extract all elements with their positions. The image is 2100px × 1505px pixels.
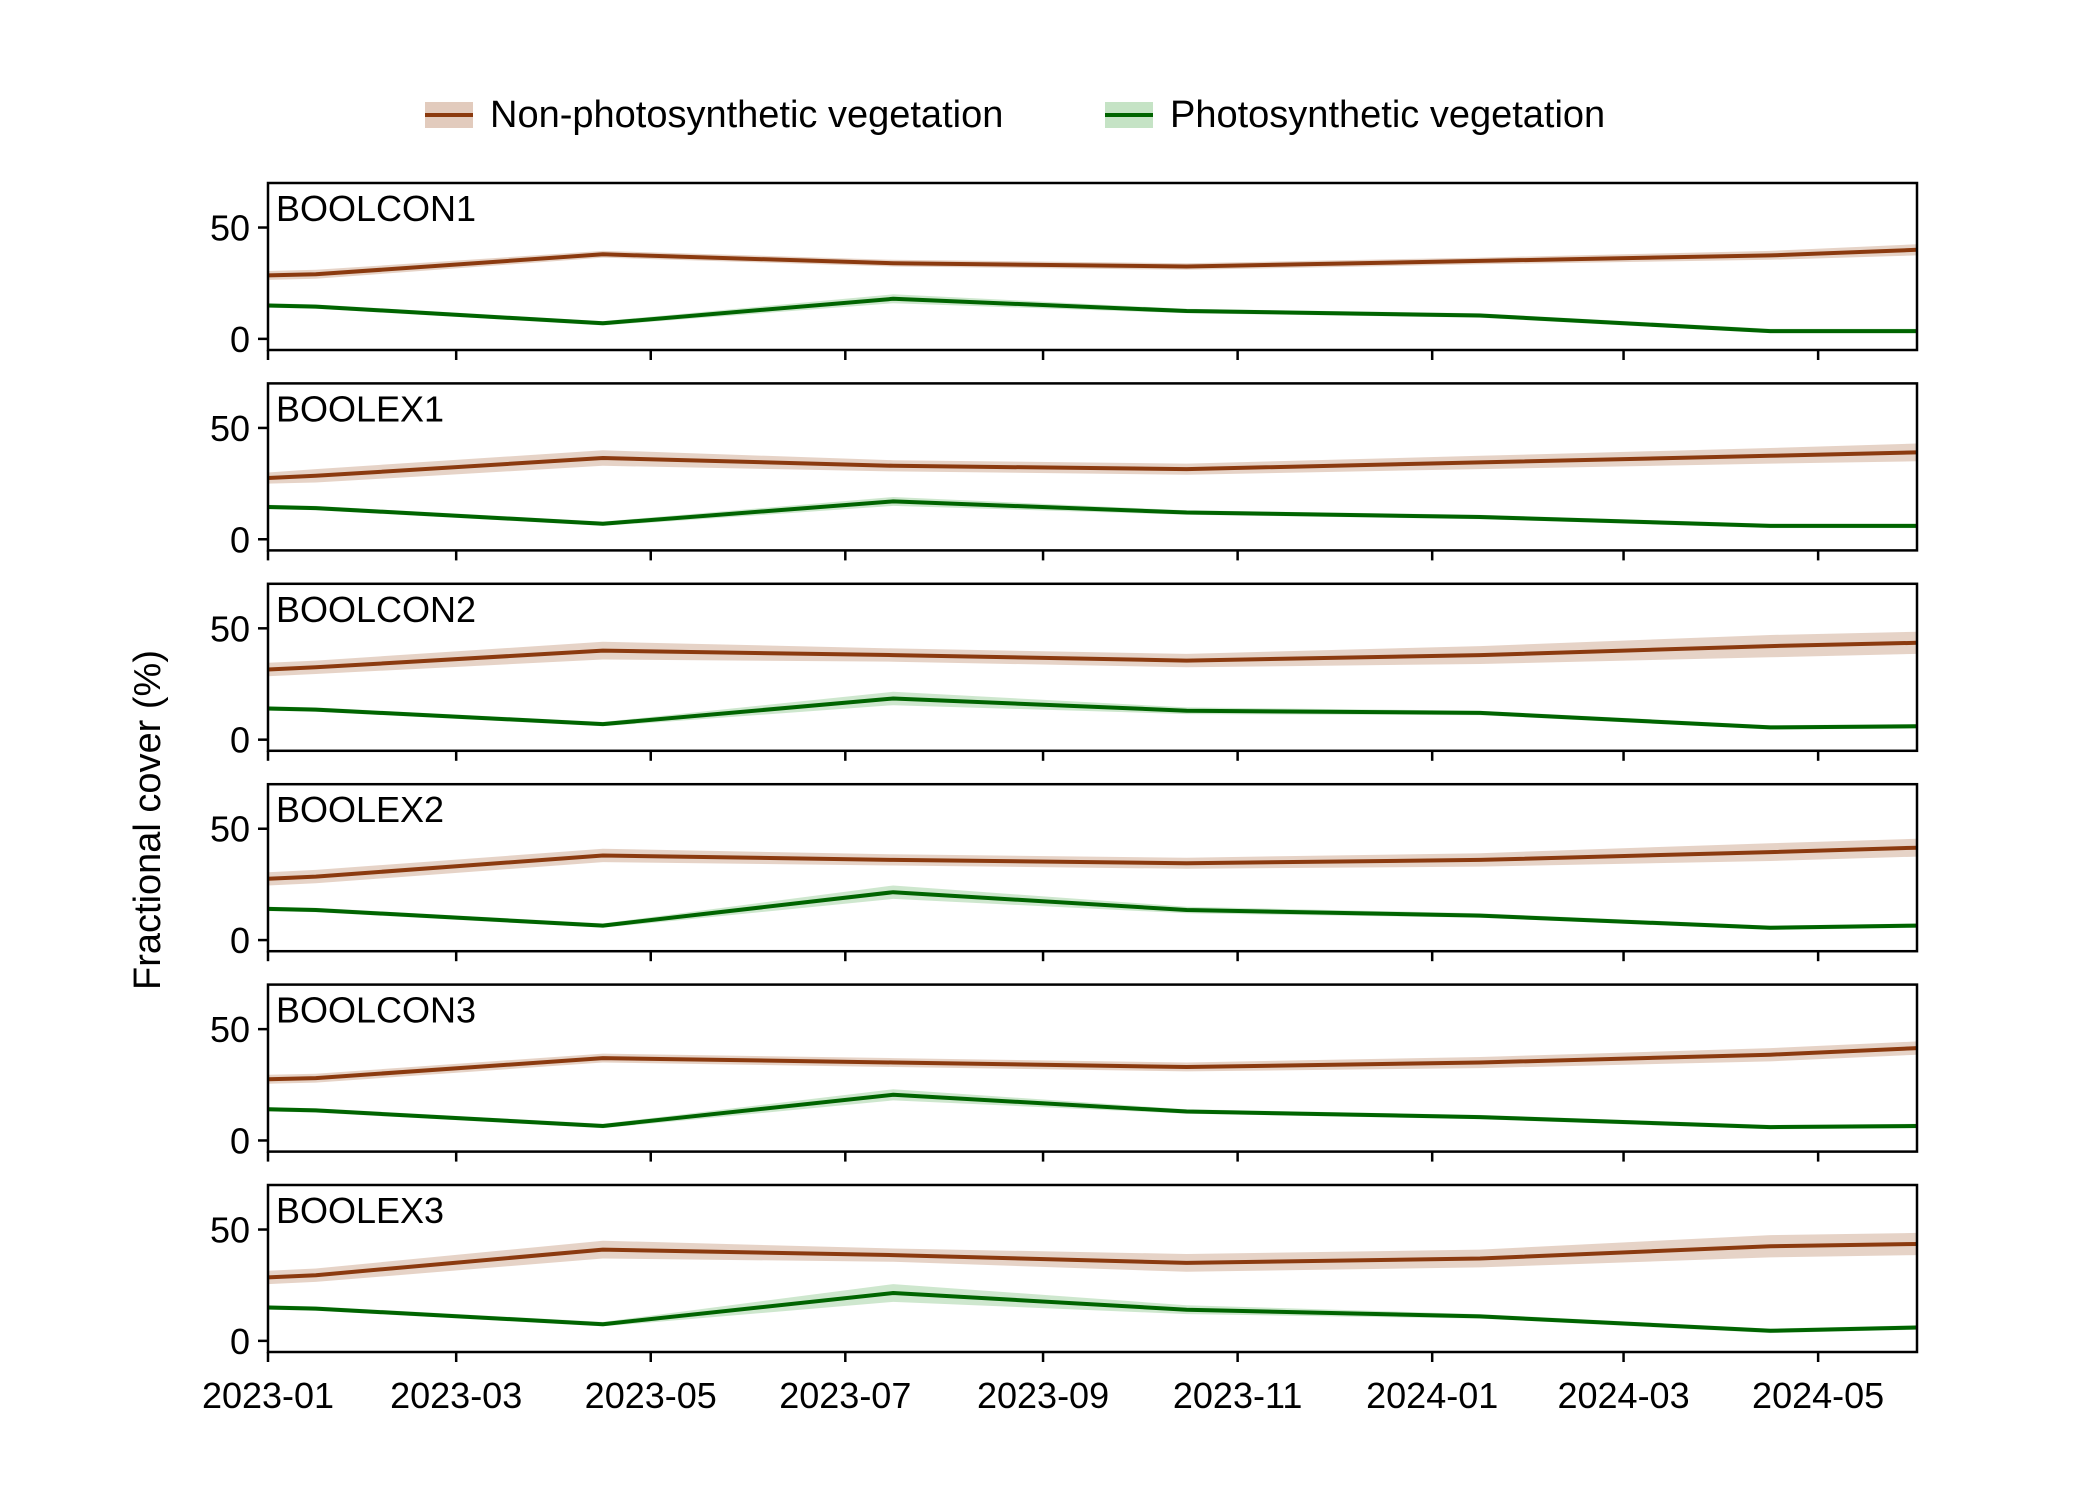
x-tick-label: 2023-03 <box>390 1375 522 1416</box>
panel-label: BOOLCON2 <box>276 589 476 630</box>
legend: Non-photosynthetic vegetation Photosynthe… <box>425 94 1605 136</box>
panel-boolcon1: 0 50 BOOLCON1 <box>210 181 1919 360</box>
y-tick-label: 0 <box>230 519 250 560</box>
series-line-pv <box>267 696 1918 730</box>
panel-frame <box>266 1183 1919 1354</box>
panel-boolex2: 0 50 BOOLEX2 <box>210 782 1919 962</box>
panel-frame <box>266 782 1919 953</box>
panel-frame <box>266 983 1919 1153</box>
series-line-pv <box>267 1092 1918 1130</box>
x-tick-label: 2023-07 <box>779 1375 911 1416</box>
band-pv <box>268 885 1917 930</box>
panel-label: BOOLEX3 <box>276 1190 444 1231</box>
series-line-npv <box>267 1046 1918 1082</box>
x-tick-label: 2024-03 <box>1557 1375 1689 1416</box>
x-tick-label: 2023-09 <box>977 1375 1109 1416</box>
band-npv <box>268 1041 1917 1084</box>
y-tick-label: 50 <box>210 208 250 249</box>
panel-frame <box>266 582 1919 753</box>
series-line-npv <box>267 1242 1918 1280</box>
series-line-pv <box>267 890 1918 930</box>
y-tick-label: 0 <box>230 319 250 360</box>
legend-label-0: Non-photosynthetic vegetation <box>490 94 1003 136</box>
panel-boolcon3: 0 50 BOOLCON3 <box>210 983 1919 1162</box>
series-line-npv <box>267 247 1918 278</box>
series-line-pv <box>267 499 1917 528</box>
panel-label: BOOLCON1 <box>276 188 476 229</box>
panel-frame <box>266 382 1919 552</box>
panel-label: BOOLCON3 <box>276 990 476 1031</box>
panel-frame <box>266 181 1919 352</box>
y-tick-label: 50 <box>210 1210 250 1251</box>
y-tick-label: 0 <box>230 1120 250 1161</box>
series-line-npv <box>267 450 1918 480</box>
band-npv <box>268 443 1917 484</box>
x-tick-label: 2023-01 <box>202 1375 334 1416</box>
panel-boolcon2: 0 50 BOOLCON2 <box>210 582 1919 761</box>
x-tick-label: 2023-05 <box>585 1375 717 1416</box>
x-tick-label: 2024-01 <box>1366 1375 1498 1416</box>
series-line-npv <box>267 640 1918 672</box>
band-pv <box>268 691 1917 730</box>
band-npv <box>268 631 1917 677</box>
y-tick-label: 0 <box>230 1321 250 1362</box>
panel-boolex3: 0 50 BOOLEX3 <box>210 1183 1919 1362</box>
panels: 0 50 BOOLCON1 0 50 BOOLEX1 0 50 BOOLCON2 0 50 BOOLE… <box>210 181 1919 1362</box>
y-tick-label: 50 <box>210 608 250 649</box>
x-tick-label: 2023-11 <box>1173 1375 1302 1416</box>
x-tick-label: 2024-05 <box>1752 1375 1884 1416</box>
series-line-pv <box>267 1291 1918 1333</box>
x-axis: 2023-01 2023-03 2023-05 2023-07 2023-09 2023-… <box>202 1375 1884 1416</box>
panel-boolex1: 0 50 BOOLEX1 <box>210 382 1919 561</box>
series-line-pv <box>267 296 1917 334</box>
y-tick-label: 0 <box>230 720 250 761</box>
band-pv <box>268 1284 1917 1334</box>
y-tick-label: 50 <box>210 408 250 449</box>
band-pv <box>268 497 1917 529</box>
panel-label: BOOLEX1 <box>276 388 444 429</box>
series-line-npv <box>267 845 1918 881</box>
y-axis-label: Fractional cover (%) <box>127 650 169 990</box>
y-tick-label: 0 <box>230 920 250 961</box>
y-tick-label: 50 <box>210 1009 250 1050</box>
legend-label-1: Photosynthetic vegetation <box>1170 94 1605 136</box>
panel-label: BOOLEX2 <box>276 789 444 830</box>
y-tick-label: 50 <box>210 809 250 850</box>
band-npv <box>268 244 1917 280</box>
